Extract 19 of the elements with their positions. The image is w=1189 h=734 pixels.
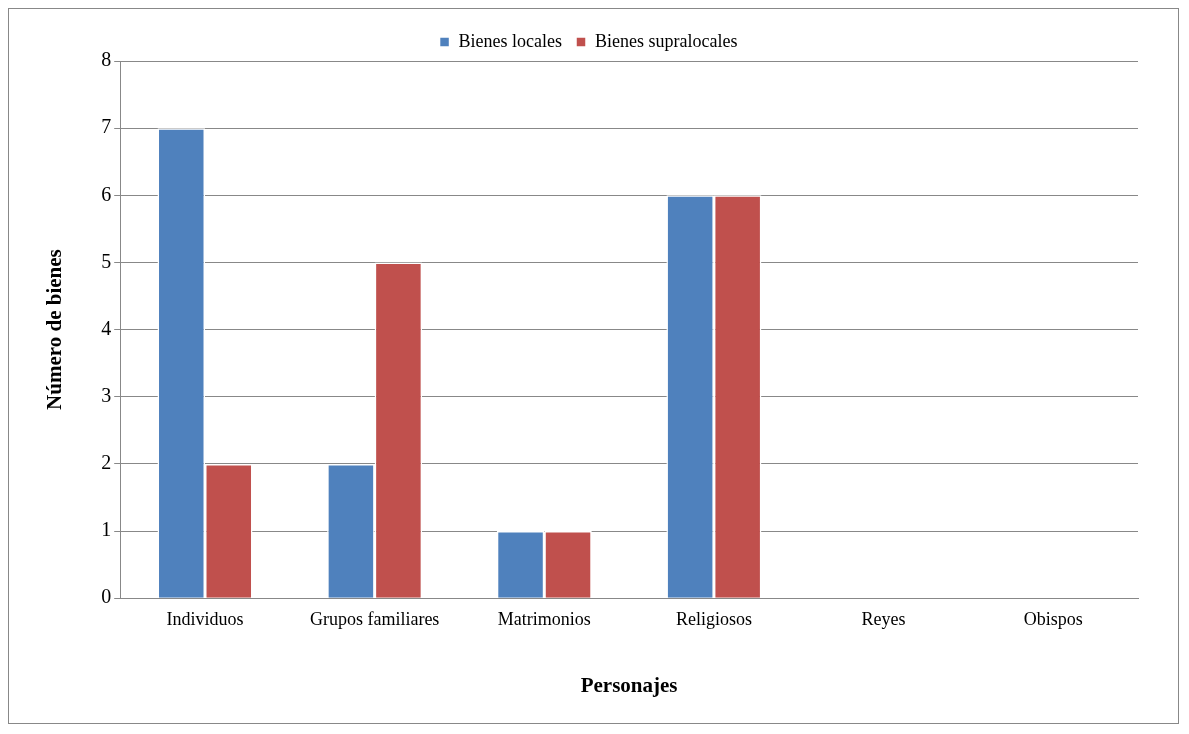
- y-tick-label: 0: [101, 585, 112, 608]
- y-tick-label: 1: [101, 518, 112, 541]
- x-tick-label: Religiosos: [675, 608, 752, 629]
- x-tick-label: Grupos familiares: [309, 608, 440, 629]
- y-tick-label: 8: [101, 48, 112, 71]
- x-tick-label: Reyes: [861, 608, 906, 629]
- x-axis-title: Personajes: [580, 672, 678, 697]
- x-tick-label: Obispos: [1023, 608, 1083, 629]
- y-tick-label: 5: [101, 249, 112, 272]
- y-tick-label: 4: [101, 316, 112, 339]
- y-tick-label: 3: [101, 384, 112, 406]
- y-tick-label: 2: [101, 451, 112, 474]
- legend-label: Bienes locales: [458, 30, 563, 51]
- x-tick-label: Matrimonios: [497, 608, 591, 629]
- x-tick-label: Individuos: [166, 608, 244, 629]
- y-tick-label: 7: [101, 115, 112, 138]
- y-axis-title: Número de bienes: [42, 249, 67, 410]
- y-tick-label: 6: [101, 182, 112, 205]
- legend-label: Bienes supralocales: [595, 30, 738, 51]
